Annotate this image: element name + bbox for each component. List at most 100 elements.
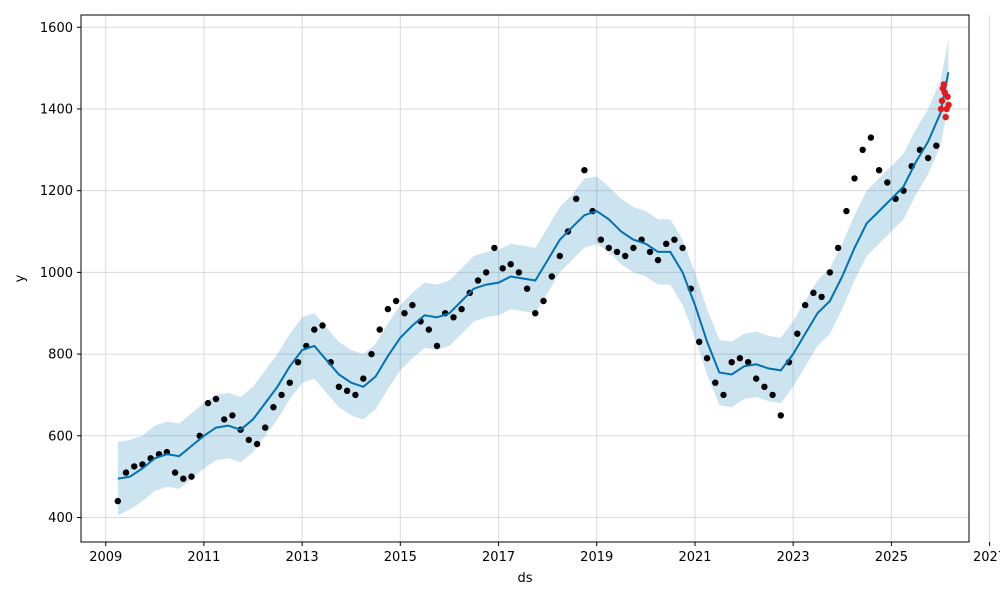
observed-point <box>712 379 719 386</box>
observed-point <box>212 395 220 403</box>
x-tick-label: 2009 <box>89 550 122 565</box>
observed-point <box>736 355 744 362</box>
observed-point <box>311 326 318 333</box>
observed-point <box>703 355 711 362</box>
observed-point <box>450 314 457 321</box>
y-tick-label: 800 <box>48 348 73 363</box>
observed-point <box>794 330 801 337</box>
observed-point <box>818 293 825 301</box>
x-tick-label: 2023 <box>777 550 810 565</box>
observed-point <box>671 236 678 243</box>
observed-point <box>654 256 662 264</box>
observed-point <box>401 310 408 317</box>
observed-point <box>352 391 359 399</box>
observed-point <box>507 261 514 268</box>
observed-point <box>679 244 686 252</box>
observed-point <box>802 301 809 309</box>
observed-point <box>376 326 383 333</box>
observed-point <box>581 167 588 174</box>
observed-point <box>319 322 326 329</box>
observed-point <box>851 175 858 182</box>
observed-point <box>540 297 547 305</box>
observed-point <box>573 195 580 202</box>
observed-point <box>262 424 269 431</box>
observed-point <box>483 269 490 276</box>
observed-point <box>368 350 375 358</box>
observed-point <box>270 404 277 411</box>
observed-point <box>597 236 605 243</box>
observed-point <box>810 289 817 296</box>
observed-point <box>933 142 940 149</box>
x-tick-label: 2015 <box>384 550 417 565</box>
observed-point <box>613 248 621 256</box>
observed-point <box>245 436 252 444</box>
observed-point <box>278 391 285 399</box>
x-tick-label: 2019 <box>580 550 613 565</box>
observed-point <box>622 252 629 260</box>
observed-point <box>753 375 760 382</box>
x-tick-label: 2011 <box>187 550 220 565</box>
test-points <box>937 81 952 121</box>
test-point <box>938 97 946 105</box>
observed-point <box>286 379 293 386</box>
observed-point <box>188 473 195 480</box>
grid-lines <box>81 15 991 542</box>
observed-point <box>728 359 735 366</box>
observed-point <box>180 475 187 482</box>
forecast-line <box>117 72 950 480</box>
test-point <box>944 93 951 100</box>
test-point <box>945 101 952 109</box>
observed-point <box>769 391 776 399</box>
observed-point <box>409 301 416 309</box>
test-point <box>937 105 945 113</box>
y-axis-label: y <box>13 274 28 282</box>
y-tick-label: 1600 <box>40 21 73 36</box>
observed-point <box>171 469 179 476</box>
x-axis-label: ds <box>517 571 532 586</box>
observed-point <box>474 277 482 284</box>
observed-point <box>556 252 563 260</box>
observed-point <box>548 273 555 280</box>
observed-point <box>696 338 703 345</box>
observed-point <box>884 179 891 186</box>
observed-point <box>131 463 138 470</box>
observed-point <box>663 240 670 247</box>
observed-points <box>114 134 940 505</box>
observed-point <box>826 269 834 276</box>
observed-point <box>720 391 727 399</box>
observed-point <box>433 342 441 350</box>
observed-point <box>843 207 850 215</box>
x-tick-label: 2025 <box>875 550 908 565</box>
observed-point <box>630 244 637 252</box>
observed-point <box>605 244 612 252</box>
observed-point <box>777 412 784 419</box>
test-point <box>940 81 948 88</box>
y-tick-label: 400 <box>48 511 73 526</box>
plot-frame <box>80 14 970 543</box>
observed-point <box>646 248 654 256</box>
x-tick-label: 2013 <box>286 550 319 565</box>
observed-point <box>360 375 367 382</box>
observed-point <box>761 383 768 390</box>
observed-point <box>335 383 343 390</box>
observed-point <box>204 399 212 407</box>
x-tick-label: 2017 <box>482 550 515 565</box>
observed-point <box>253 440 261 448</box>
test-point <box>942 113 949 121</box>
observed-point <box>114 497 122 505</box>
observed-point <box>425 326 432 333</box>
observed-point <box>343 387 351 394</box>
observed-point <box>834 244 842 252</box>
axis-ticks: 2009 2011 2013 2015 2017 2019 2021 2023 2025 2027… <box>40 21 1000 565</box>
observed-point <box>122 469 130 476</box>
observed-point <box>867 134 875 141</box>
observed-point <box>515 269 523 276</box>
observed-point <box>384 305 392 313</box>
x-tick-label: 2027 <box>973 550 1000 565</box>
y-tick-label: 1200 <box>40 184 73 199</box>
observed-point <box>229 412 236 419</box>
y-tick-label: 600 <box>48 429 73 444</box>
observed-point <box>859 146 866 153</box>
uncertainty-band <box>117 39 949 516</box>
